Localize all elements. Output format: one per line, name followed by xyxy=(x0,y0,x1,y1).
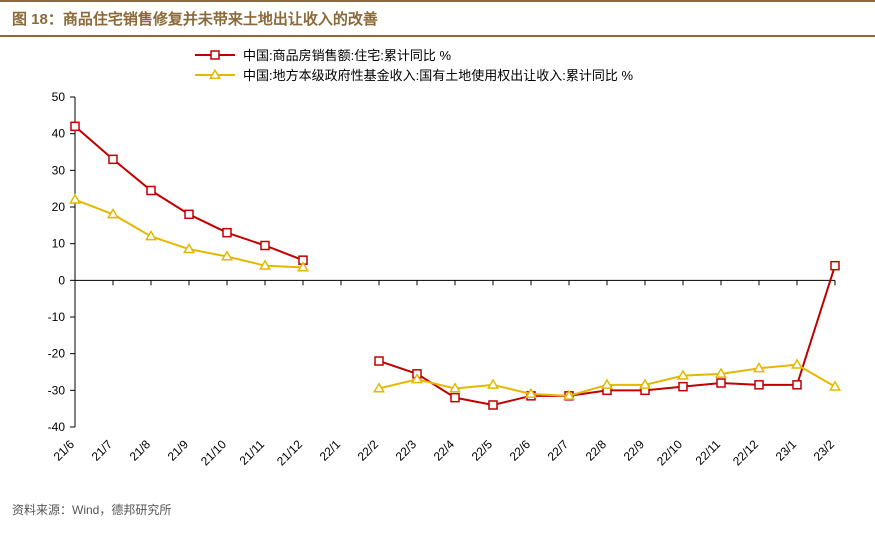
marker-square xyxy=(451,394,459,402)
x-tick-label: 22/12 xyxy=(730,437,761,468)
x-tick-label: 21/7 xyxy=(89,437,116,464)
chart-area: -40-30-20-100102030405021/621/721/821/92… xyxy=(0,37,875,497)
x-tick-label: 22/3 xyxy=(393,437,420,464)
marker-square xyxy=(223,229,231,237)
x-tick-label: 21/11 xyxy=(237,437,268,468)
marker-square xyxy=(793,381,801,389)
marker-square xyxy=(375,357,383,365)
marker-square xyxy=(261,242,269,250)
x-tick-label: 22/2 xyxy=(355,437,382,464)
marker-square xyxy=(71,122,79,130)
chart-header: 图 18：商品住宅销售修复并未带来土地出让收入的改善 xyxy=(0,0,875,37)
marker-square xyxy=(831,262,839,270)
y-tick-label: -10 xyxy=(48,310,66,324)
x-tick-label: 22/11 xyxy=(693,437,724,468)
chart-svg: -40-30-20-100102030405021/621/721/821/92… xyxy=(0,37,875,497)
marker-square xyxy=(109,155,117,163)
x-tick-label: 21/8 xyxy=(127,437,154,464)
legend-label: 中国:地方本级政府性基金收入:国有土地使用权出让收入:累计同比 % xyxy=(243,68,633,83)
x-tick-label: 23/2 xyxy=(811,437,838,464)
y-tick-label: 20 xyxy=(52,200,66,214)
legend-label: 中国:商品房销售额:住宅:累计同比 % xyxy=(243,48,451,63)
x-tick-label: 21/12 xyxy=(274,437,305,468)
marker-square xyxy=(679,383,687,391)
marker-square xyxy=(147,187,155,195)
y-tick-label: 30 xyxy=(52,163,66,177)
series-line xyxy=(75,126,835,405)
x-tick-label: 22/9 xyxy=(621,437,648,464)
marker-square xyxy=(185,210,193,218)
y-tick-label: 10 xyxy=(52,237,66,251)
x-tick-label: 21/6 xyxy=(51,437,78,464)
x-tick-label: 22/10 xyxy=(654,437,685,468)
x-tick-label: 23/1 xyxy=(773,437,800,464)
x-tick-label: 22/5 xyxy=(469,437,496,464)
source-text: 资料来源：Wind，德邦研究所 xyxy=(12,503,171,517)
x-tick-label: 21/9 xyxy=(165,437,192,464)
x-tick-label: 22/6 xyxy=(507,437,534,464)
marker-square xyxy=(211,51,219,59)
y-tick-label: 40 xyxy=(52,127,66,141)
marker-triangle xyxy=(792,360,801,368)
series-line xyxy=(75,200,835,396)
x-tick-label: 22/1 xyxy=(317,437,344,464)
marker-square xyxy=(755,381,763,389)
x-tick-label: 22/4 xyxy=(431,437,458,464)
x-tick-label: 21/10 xyxy=(198,437,229,468)
marker-triangle xyxy=(488,380,497,388)
marker-square xyxy=(717,379,725,387)
x-tick-label: 22/8 xyxy=(583,437,610,464)
y-tick-label: -20 xyxy=(48,347,66,361)
chart-footer: 资料来源：Wind，德邦研究所 xyxy=(0,497,875,522)
y-tick-label: 0 xyxy=(58,273,65,287)
y-tick-label: 50 xyxy=(52,90,66,104)
marker-triangle xyxy=(70,195,79,203)
x-tick-label: 22/7 xyxy=(545,437,572,464)
y-tick-label: -40 xyxy=(48,420,66,434)
chart-title: 图 18：商品住宅销售修复并未带来土地出让收入的改善 xyxy=(12,8,863,29)
marker-square xyxy=(489,401,497,409)
y-tick-label: -30 xyxy=(48,383,66,397)
